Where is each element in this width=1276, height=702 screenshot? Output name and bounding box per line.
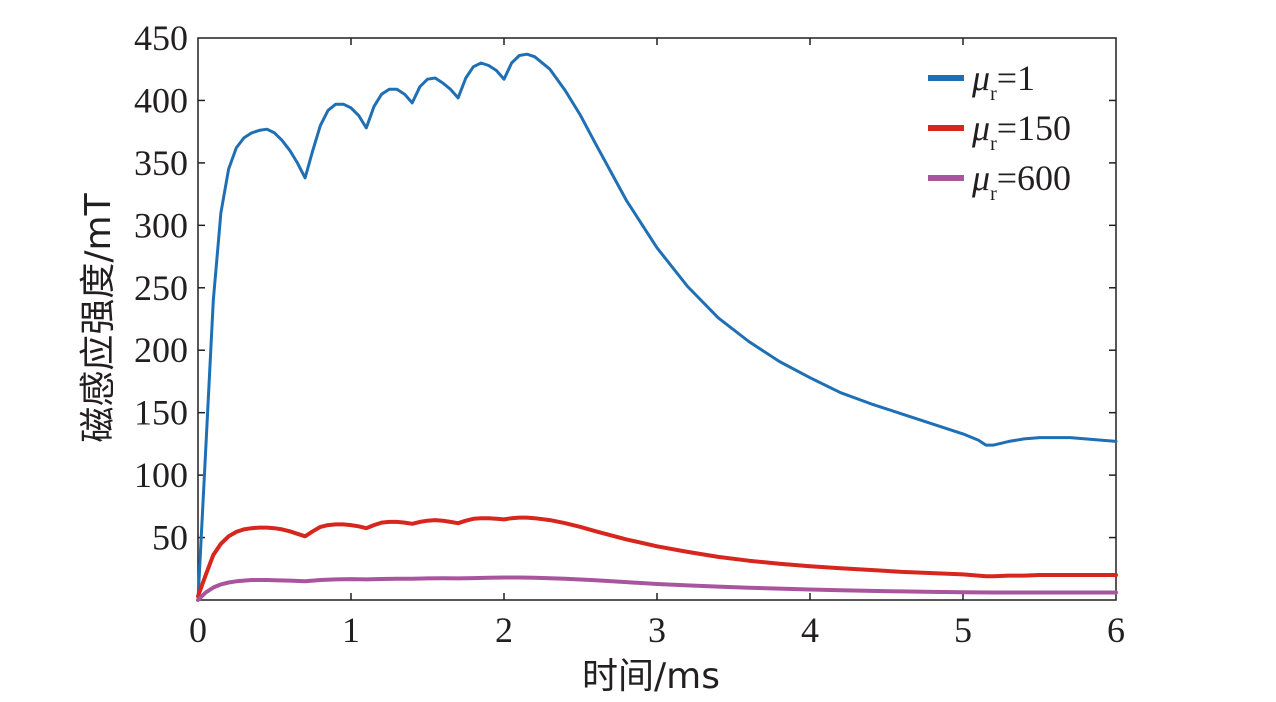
series-line-1: [196, 52, 1118, 602]
series-line-3: [196, 575, 1118, 602]
y-tick-label: 450: [134, 18, 188, 58]
y-tick-label: 300: [134, 205, 188, 245]
y-tick-label: 150: [134, 393, 188, 433]
x-tick-label: 0: [189, 610, 207, 650]
legend-label-3: μr=600: [971, 158, 1071, 205]
y-tick-label: 400: [134, 80, 188, 120]
series-line-2: [196, 515, 1118, 599]
series-lines: [196, 52, 1118, 602]
y-tick-labels: 50 100 150 200 250 300 350 400 450: [134, 18, 188, 558]
x-tick-label: 5: [954, 610, 972, 650]
x-tick-label: 6: [1107, 610, 1125, 650]
x-tick-label: 2: [495, 610, 513, 650]
x-tick-label: 1: [342, 610, 360, 650]
y-tick-label: 200: [134, 330, 188, 370]
x-tick-label: 3: [648, 610, 666, 650]
y-tick-label: 350: [134, 143, 188, 183]
x-tick-labels: 0 1 2 3 4 5 6: [189, 610, 1125, 650]
legend-label-1: μr=1: [971, 58, 1035, 105]
axis-ticks: [198, 38, 1116, 600]
y-tick-label: 100: [134, 455, 188, 495]
y-tick-label: 250: [134, 268, 188, 308]
y-axis-title: 磁感应强度/mT: [78, 192, 119, 442]
x-tick-label: 4: [801, 610, 819, 650]
legend-label-2: μr=150: [971, 108, 1071, 155]
x-axis-title: 时间/ms: [582, 656, 720, 697]
y-tick-label: 50: [152, 518, 188, 558]
